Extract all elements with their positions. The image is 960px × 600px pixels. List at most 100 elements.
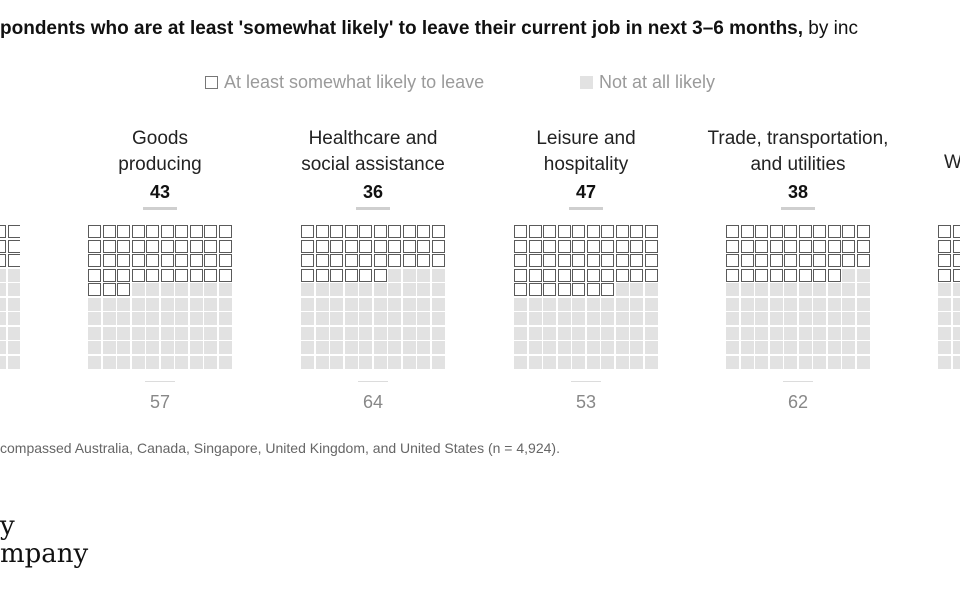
- waffle-cell-likely: [218, 268, 232, 282]
- waffle-cell-not-likely: [784, 297, 797, 311]
- waffle-cell-likely: [160, 225, 174, 238]
- waffle-cell-not-likely: [160, 355, 174, 369]
- waffle-cell-not-likely: [755, 355, 768, 369]
- chart-title: pondents who are at least 'somewhat like…: [0, 18, 960, 40]
- waffle-cell-likely: [813, 254, 826, 267]
- waffle-cell-not-likely: [160, 312, 174, 325]
- waffle-cell-likely: [315, 254, 329, 267]
- waffle-cell-not-likely: [301, 341, 314, 354]
- waffle-cell-not-likely: [204, 355, 217, 369]
- brand-line-1: y: [0, 511, 15, 541]
- waffle-cell-not-likely: [543, 326, 556, 340]
- not-likely-value-label: 53: [575, 392, 597, 412]
- waffle-cell-likely: [402, 225, 416, 238]
- waffle-cell-not-likely: [615, 355, 629, 369]
- waffle-cell-not-likely: [88, 326, 101, 340]
- waffle-cell-not-likely: [117, 297, 130, 311]
- waffle-cell-likely: [117, 254, 130, 267]
- waffle-cell-likely: [615, 268, 629, 282]
- waffle-cell-likely: [117, 268, 130, 282]
- waffle-cell-not-likely: [543, 341, 556, 354]
- waffle-cell-not-likely: [330, 326, 343, 340]
- category-label-line: Leisure and: [536, 128, 636, 149]
- waffle-cell-likely: [102, 225, 116, 238]
- waffle-cell-not-likely: [373, 326, 387, 340]
- waffle-cell-not-likely: [798, 355, 812, 369]
- waffle-cell-not-likely: [798, 312, 812, 325]
- waffle-cell-not-likely: [146, 297, 159, 311]
- waffle-cell-not-likely: [644, 326, 658, 340]
- waffle-cell-not-likely: [784, 341, 797, 354]
- waffle-cell-likely: [117, 283, 130, 296]
- category-label-line: social assistance: [301, 154, 445, 175]
- waffle-cell-likely: [189, 268, 203, 282]
- waffle-cell-not-likely: [88, 355, 101, 369]
- waffle-cell-not-likely: [726, 283, 739, 296]
- waffle-cell-likely: [88, 283, 101, 296]
- waffle-cell-not-likely: [388, 355, 401, 369]
- waffle-cell-not-likely: [204, 312, 217, 325]
- waffle-cell-not-likely: [315, 355, 329, 369]
- waffle-cell-not-likely: [740, 326, 754, 340]
- waffle-cell-likely: [557, 283, 571, 296]
- value-underline: [143, 207, 177, 210]
- waffle-cell-not-likely: [388, 283, 401, 296]
- waffle-cell-likely: [769, 225, 783, 238]
- waffle-cell-likely: [102, 254, 116, 267]
- waffle-cell-likely: [204, 254, 217, 267]
- waffle-cell-not-likely: [417, 268, 430, 282]
- waffle-cell-not-likely: [417, 283, 430, 296]
- waffle-cell-likely: [827, 254, 841, 267]
- waffle-cell-not-likely: [755, 326, 768, 340]
- waffle-cell-not-likely: [359, 312, 372, 325]
- waffle-cell-likely: [131, 254, 145, 267]
- waffle-cell-not-likely: [572, 341, 585, 354]
- waffle-cell: [0, 297, 6, 311]
- waffle-cell-likely: [373, 225, 387, 238]
- likely-value-label: 43: [149, 182, 171, 202]
- waffle-cell-likely: [586, 225, 600, 238]
- waffle-cell-not-likely: [856, 297, 870, 311]
- waffle-cell-not-likely: [630, 297, 643, 311]
- waffle-cell-not-likely: [330, 283, 343, 296]
- waffle-cell-likely: [528, 283, 542, 296]
- waffle-cell: [938, 268, 951, 282]
- waffle-cell-not-likely: [301, 297, 314, 311]
- waffle-cell-not-likely: [88, 341, 101, 354]
- waffle-cell-not-likely: [827, 326, 841, 340]
- waffle-cell-not-likely: [842, 341, 855, 354]
- waffle-cell-not-likely: [315, 283, 329, 296]
- waffle-cell-not-likely: [131, 355, 145, 369]
- waffle-cell-not-likely: [431, 312, 445, 325]
- value-underline: [569, 207, 603, 210]
- waffle-grid-partial-right: [938, 225, 960, 369]
- waffle-cell-likely: [315, 225, 329, 238]
- waffle-cell-not-likely: [117, 312, 130, 325]
- not-likely-value-label: 64: [362, 392, 384, 412]
- waffle-cell-likely: [813, 239, 826, 253]
- waffle-cell-likely: [189, 225, 203, 238]
- waffle-cell-likely: [601, 254, 614, 267]
- waffle-cell: [952, 239, 960, 253]
- waffle-cell-not-likely: [88, 297, 101, 311]
- waffle-cell-not-likely: [726, 355, 739, 369]
- likely-value-label: 38: [787, 182, 809, 202]
- partial-grid-right-clip: W: [938, 0, 960, 600]
- waffle-cell-not-likely: [740, 312, 754, 325]
- category-label-line: Healthcare and: [308, 128, 438, 149]
- waffle-cell-not-likely: [769, 326, 783, 340]
- baseline-tick: [783, 381, 813, 382]
- waffle-cell-likely: [644, 225, 658, 238]
- waffle-cell-not-likely: [218, 355, 232, 369]
- waffle-cell-not-likely: [175, 355, 188, 369]
- waffle-cell-not-likely: [431, 355, 445, 369]
- waffle-cell-likely: [514, 283, 527, 296]
- waffle-grid: [726, 225, 870, 369]
- waffle-cell-not-likely: [175, 326, 188, 340]
- waffle-cell-likely: [146, 268, 159, 282]
- waffle-cell-likely: [769, 254, 783, 267]
- waffle-cell-likely: [131, 239, 145, 253]
- waffle-cell-likely: [373, 254, 387, 267]
- waffle-cell-likely: [856, 225, 870, 238]
- waffle-cell-not-likely: [301, 355, 314, 369]
